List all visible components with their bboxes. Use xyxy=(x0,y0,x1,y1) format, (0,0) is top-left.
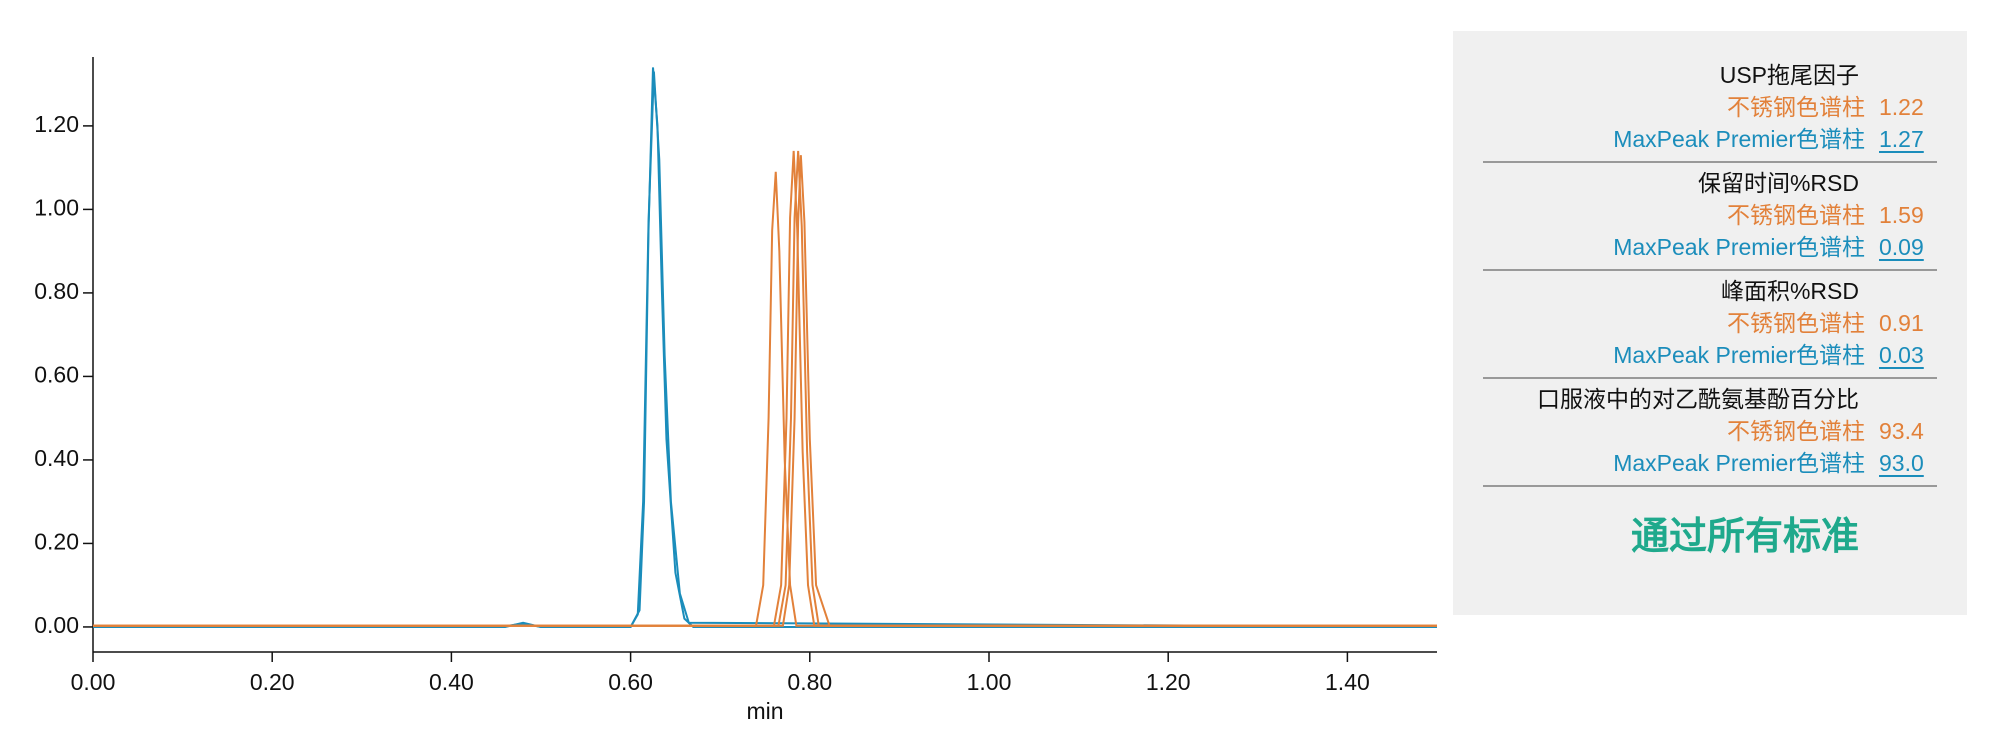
metric-row: MaxPeak Premier色谱柱 0.03 xyxy=(1483,339,1937,371)
x-tick-label: 0.00 xyxy=(71,669,116,695)
value-text: 0.03 xyxy=(1879,342,1924,368)
column-name: MaxPeak Premier色谱柱 xyxy=(1613,234,1865,260)
metric-title: 峰面积%RSD xyxy=(1720,278,1859,304)
trace xyxy=(93,171,1437,627)
y-tick-label: 0.00 xyxy=(34,612,79,638)
metric-row: 不锈钢色谱柱 93.4 xyxy=(1483,415,1937,447)
metric-row: MaxPeak Premier色谱柱 1.27 xyxy=(1483,123,1937,155)
metric-group: 峰面积%RSD 不锈钢色谱柱 0.91 MaxPeak Premier色谱柱 0.03 xyxy=(1483,271,1937,379)
metric-value: 0.91 xyxy=(1879,307,1937,339)
metric-title: USP拖尾因子 xyxy=(1719,62,1859,88)
y-tick-label: 0.80 xyxy=(34,278,79,304)
x-tick-label: 0.40 xyxy=(429,669,474,695)
value-text: 0.09 xyxy=(1879,234,1924,260)
pass-statement: 通过所有标准 xyxy=(1630,516,1859,558)
metric-group: 保留时间%RSD 不锈钢色谱柱 1.59 MaxPeak Premier色谱柱 0.09 xyxy=(1483,163,1937,271)
column-name: MaxPeak Premier色谱柱 xyxy=(1613,342,1865,368)
metric-row: 不锈钢色谱柱 0.91 xyxy=(1483,307,1937,339)
y-tick-label: 1.20 xyxy=(34,111,79,137)
metric-value: 0.09 xyxy=(1879,231,1937,263)
trace xyxy=(93,71,1438,628)
value-text: 1.59 xyxy=(1879,202,1924,228)
chart: 0.00 0.20 0.40 0.60 0.80 1.00 1.20 0.00 0.20 0.40… xyxy=(34,57,1438,724)
results-panel: USP拖尾因子不锈钢色谱柱 1.22 MaxPeak Premier色谱柱 1.27 保… xyxy=(1453,31,1967,615)
column-name: MaxPeak Premier色谱柱 xyxy=(1613,450,1865,476)
x-tick-label: 0.60 xyxy=(608,669,653,695)
x-axis-label: min xyxy=(746,698,783,724)
column-name: MaxPeak Premier色谱柱 xyxy=(1613,126,1865,152)
trace xyxy=(93,150,1437,627)
value-text: 0.91 xyxy=(1879,310,1924,336)
metric-value: 0.03 xyxy=(1879,339,1937,371)
x-tick-label: 0.20 xyxy=(250,669,295,695)
x-tick-label: 1.40 xyxy=(1325,669,1370,695)
trace xyxy=(93,150,1437,627)
x-tick-label: 1.20 xyxy=(1146,669,1191,695)
value-text: 1.27 xyxy=(1879,126,1924,152)
metric-title: 保留时间%RSD xyxy=(1697,170,1859,196)
metric-row: 不锈钢色谱柱 1.59 xyxy=(1483,199,1937,231)
y-tick-label: 0.60 xyxy=(34,361,79,387)
x-tick-label: 0.80 xyxy=(787,669,832,695)
metric-value: 93.4 xyxy=(1879,415,1937,447)
column-name: 不锈钢色谱柱 xyxy=(1727,94,1865,120)
metric-row: MaxPeak Premier色谱柱 0.09 xyxy=(1483,231,1937,263)
metric-value: 1.27 xyxy=(1879,123,1937,155)
y-tick-label: 1.00 xyxy=(34,194,79,220)
column-name: 不锈钢色谱柱 xyxy=(1727,310,1865,336)
metric-row: 不锈钢色谱柱 1.22 xyxy=(1483,91,1937,123)
value-text: 1.22 xyxy=(1879,94,1924,120)
column-name: 不锈钢色谱柱 xyxy=(1727,202,1865,228)
y-tick-label: 0.20 xyxy=(34,529,79,555)
metric-value: 1.59 xyxy=(1879,199,1937,231)
metric-value: 93.0 xyxy=(1879,447,1937,479)
metric-value: 1.22 xyxy=(1879,91,1937,123)
value-text: 93.0 xyxy=(1879,450,1924,476)
metric-group: USP拖尾因子不锈钢色谱柱 1.22 MaxPeak Premier色谱柱 1.27 xyxy=(1483,55,1937,163)
metric-title: 口服液中的对乙酰氨基酚百分比 xyxy=(1537,386,1859,412)
y-tick-label: 0.40 xyxy=(34,445,79,471)
metric-row: MaxPeak Premier色谱柱 93.0 xyxy=(1483,447,1937,479)
value-text: 93.4 xyxy=(1879,418,1924,444)
x-tick-label: 1.00 xyxy=(967,669,1012,695)
column-name: 不锈钢色谱柱 xyxy=(1727,418,1865,444)
metric-group: 口服液中的对乙酰氨基酚百分比不锈钢色谱柱 93.4 MaxPeak Premier色… xyxy=(1483,379,1937,487)
trace xyxy=(93,155,1437,627)
